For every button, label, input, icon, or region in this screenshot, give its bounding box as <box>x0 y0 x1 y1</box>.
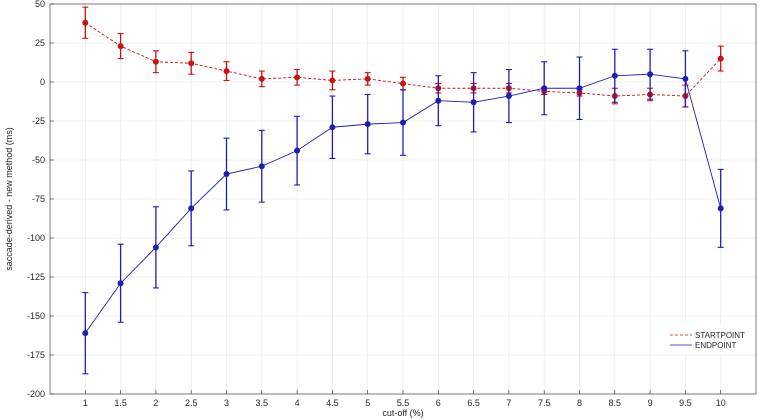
data-point-endpoint <box>435 97 442 104</box>
x-tick-label: 3 <box>224 398 229 408</box>
x-axis-title: cut-off (%) <box>382 408 423 418</box>
data-point-endpoint <box>647 71 654 78</box>
series-startpoint <box>82 6 724 108</box>
y-axis-title: saccade-derived - new method (ms) <box>4 127 14 271</box>
x-tick-labels: 1 1.5 2 2.5 3 3.5 4 4.5 5 5.5 6 6.5 7 7.5 8 8.5 9 9.5 10 <box>83 390 726 408</box>
x-tick-label: 1 <box>83 398 88 408</box>
y-tick-label: 25 <box>35 38 45 48</box>
data-point-endpoint <box>400 119 406 126</box>
x-tick-label: 2 <box>153 398 158 408</box>
x-tick-label: 10 <box>716 398 726 408</box>
x-tick-label: 5.5 <box>397 398 410 408</box>
data-point-endpoint <box>329 124 336 131</box>
data-point-startpoint <box>400 80 406 87</box>
x-tick-label: 8 <box>577 398 582 408</box>
y-tick-label: -25 <box>32 116 45 126</box>
data-point-startpoint <box>294 74 301 81</box>
data-point-startpoint <box>258 75 265 82</box>
data-point-endpoint <box>82 330 89 337</box>
y-tick-label: -75 <box>32 194 45 204</box>
x-tick-label: 1.5 <box>114 398 127 408</box>
data-point-startpoint <box>82 19 89 26</box>
data-point-endpoint <box>294 147 301 154</box>
y-tick-labels: 50 25 0 -25 -50 -75 -100 -125 -150 -175 -200 <box>27 0 54 399</box>
x-tick-label: 9.5 <box>679 398 692 408</box>
x-tick-label: 5 <box>365 398 370 408</box>
data-point-endpoint <box>152 244 159 251</box>
data-point-startpoint <box>188 60 195 67</box>
y-tick-label: -200 <box>27 389 45 399</box>
data-point-endpoint <box>117 280 124 287</box>
data-point-endpoint <box>541 85 548 92</box>
data-point-endpoint <box>682 75 689 82</box>
data-point-endpoint <box>470 99 477 106</box>
x-tick-label: 9 <box>648 398 653 408</box>
y-tick-label: -125 <box>27 272 45 282</box>
y-tick-label: -175 <box>27 350 45 360</box>
data-point-startpoint <box>117 43 124 50</box>
x-tick-label: 8.5 <box>609 398 622 408</box>
y-tick-label: -100 <box>27 233 45 243</box>
data-point-startpoint <box>152 58 159 65</box>
data-point-startpoint <box>223 68 230 75</box>
data-point-endpoint <box>223 171 230 178</box>
data-point-endpoint <box>576 85 583 92</box>
series-endpoint <box>82 48 724 375</box>
data-point-endpoint <box>717 205 724 212</box>
data-point-endpoint <box>364 121 371 128</box>
x-tick-label: 7 <box>506 398 511 408</box>
data-point-startpoint <box>329 77 336 84</box>
y-tick-label: 50 <box>35 0 45 9</box>
x-tick-label: 4 <box>295 398 300 408</box>
x-tick-label: 7.5 <box>538 398 551 408</box>
legend: STARTPOINT ENDPOINT <box>666 324 750 354</box>
legend-box <box>666 324 750 354</box>
x-tick-label: 4.5 <box>326 398 339 408</box>
y-tick-label: -50 <box>32 155 45 165</box>
data-point-startpoint <box>717 55 724 62</box>
data-point-endpoint <box>188 205 195 212</box>
data-point-startpoint <box>364 75 371 82</box>
legend-label-endpoint: ENDPOINT <box>695 341 736 350</box>
data-point-endpoint <box>258 163 265 170</box>
series-layer <box>82 6 724 375</box>
x-tick-label: 2.5 <box>185 398 198 408</box>
legend-label-startpoint: STARTPOINT <box>695 331 745 340</box>
y-tick-label: -150 <box>27 311 45 321</box>
x-tick-label: 6.5 <box>467 398 480 408</box>
x-tick-label: 3.5 <box>256 398 269 408</box>
data-point-endpoint <box>611 72 618 79</box>
data-point-endpoint <box>505 93 512 100</box>
x-tick-label: 6 <box>436 398 441 408</box>
y-tick-label: 0 <box>40 77 45 87</box>
